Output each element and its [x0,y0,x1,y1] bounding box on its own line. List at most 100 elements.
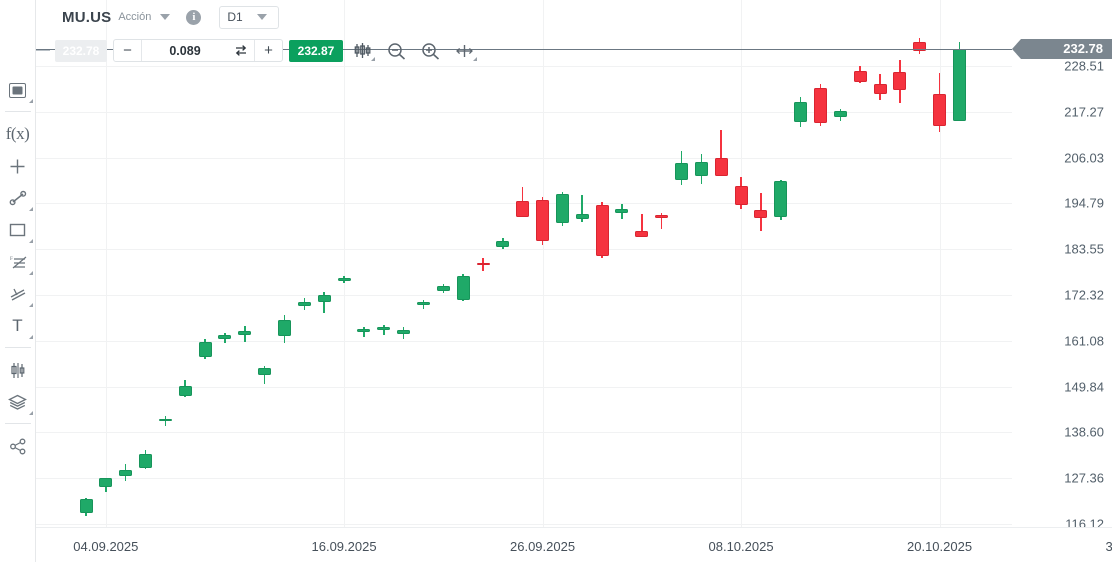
candle-wick [521,187,524,206]
candle-body[interactable] [119,469,133,476]
candlestick-plot[interactable] [36,0,1012,527]
candle-body[interactable] [536,199,550,242]
candle-body[interactable] [297,301,311,307]
time-tick-label: 08.10.2025 [708,539,774,554]
candle-body[interactable] [615,208,629,213]
candle-body[interactable] [595,205,609,256]
grid-line [36,66,1012,67]
candle-body[interactable] [754,209,768,219]
candle-body[interactable] [317,295,331,302]
candle-body[interactable] [734,186,748,206]
candle-body[interactable] [436,286,450,292]
grid-line [105,0,107,527]
volume-increase-button[interactable]: + [264,42,273,59]
info-icon[interactable]: i [186,9,202,25]
price-axis[interactable]: 232.78 228.51 217.27 206.03 194.79 183.55 172… [1012,0,1112,527]
fibonacci-icon[interactable]: F [1,246,35,278]
grid-line [36,340,1012,342]
candle-body[interactable] [555,193,569,223]
zoom-in-icon[interactable] [415,38,445,64]
flag-arrow-icon [1012,38,1021,59]
stepper-divider [141,40,142,61]
rectangle-icon[interactable] [1,214,35,246]
candle-body[interactable] [635,231,649,237]
candle-body[interactable] [377,327,391,330]
current-price-flag[interactable]: 232.78 [1012,38,1112,59]
swap-arrows-icon[interactable] [228,44,254,57]
grid-line [36,249,1012,251]
candle-body[interactable] [178,385,192,397]
caret-icon [28,207,33,211]
candle-body[interactable] [258,368,272,376]
volume-decrease-button[interactable]: − [123,42,132,59]
candle-body[interactable] [952,48,966,121]
toolbar-divider [4,347,31,348]
time-axis[interactable]: 04.09.2025 16.09.2025 26.09.2025 08.10.2025… [36,527,1112,562]
chart-canvas[interactable]: 232.78 228.51 217.27 206.03 194.79 183.55 172… [36,0,1112,527]
time-tick-label: 30.10.2025 [1105,539,1112,554]
candle-body[interactable] [238,330,252,336]
share-icon[interactable] [1,430,35,462]
price-tick-label: 116.12 [1065,516,1104,528]
candle-body[interactable] [476,262,490,266]
candle-body[interactable] [99,478,113,487]
candle-body[interactable] [218,334,232,339]
move-crosshair-icon[interactable] [449,38,479,64]
candle-body[interactable] [278,320,291,337]
trendline-icon[interactable] [1,182,35,214]
price-tick-label: 217.27 [1064,104,1104,120]
candle-body[interactable] [694,161,708,177]
caret-icon [371,56,375,61]
ask-price-button[interactable]: 232.87 [289,39,343,62]
candlestick-settings-icon[interactable] [347,38,377,64]
candle-body[interactable] [575,213,589,219]
candle-body[interactable] [397,329,411,334]
candle-body[interactable] [933,93,947,126]
candle-body[interactable] [416,301,430,306]
candle-body[interactable] [794,102,808,122]
candle-settings-icon[interactable] [1,354,35,386]
caret-icon [28,411,33,415]
candle-body[interactable] [893,72,907,91]
symbol-chevron-down-icon[interactable] [160,14,171,20]
price-tick-label: 138.60 [1064,424,1104,440]
candle-body[interactable] [456,275,470,300]
text-tool-icon[interactable]: T [1,310,35,342]
bid-price-button[interactable]: 232.78 [55,39,107,62]
candle-body[interactable] [655,214,669,218]
candle-body[interactable] [198,341,212,358]
candle-body[interactable] [675,162,688,181]
grid-line [542,0,544,527]
price-tick-label: 149.84 [1064,379,1104,395]
price-tick-label: 161.08 [1064,333,1104,349]
chart-type-icon[interactable] [1,74,35,106]
candle-body[interactable] [79,499,93,514]
trade-bar: 232.78 − 0.089 + 232.87 [36,37,479,64]
candle-body[interactable] [496,240,510,247]
candle-body[interactable] [873,83,887,95]
indicators-fx-icon[interactable]: f(x) [5,124,30,143]
candle-body[interactable] [774,181,788,217]
candle-body[interactable] [853,71,867,82]
price-tick-label: 194.79 [1064,195,1104,211]
zoom-out-icon[interactable] [381,38,411,64]
candle-body[interactable] [833,110,847,117]
caret-icon [28,99,33,103]
volume-input[interactable]: 0.089 [169,43,201,58]
candle-body[interactable] [337,278,351,281]
add-object-icon[interactable] [1,150,35,182]
grid-line [741,0,743,527]
candle-body[interactable] [357,329,371,332]
timeframe-selector[interactable]: D1 [219,5,280,29]
layers-icon[interactable] [1,386,35,418]
candle-body[interactable] [139,453,153,468]
candle-body[interactable] [516,201,530,218]
price-tick-label: 183.55 [1064,241,1104,257]
candle-body[interactable] [714,157,728,177]
candle-body[interactable] [813,88,827,124]
price-tick-label: 172.32 [1064,287,1104,303]
caret-icon [28,239,33,243]
candle-body[interactable] [913,42,927,52]
time-tick-label: 26.09.2025 [510,539,576,554]
channel-icon[interactable] [1,278,35,310]
